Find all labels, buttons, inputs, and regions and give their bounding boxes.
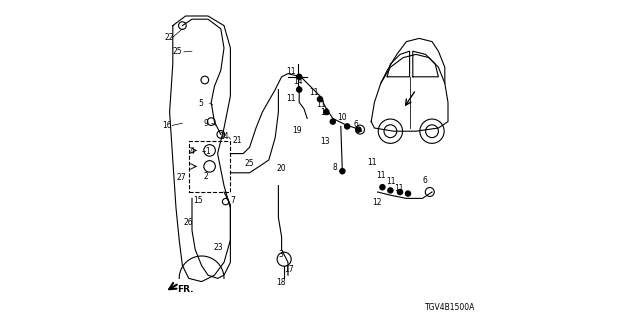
Text: 25: 25 — [173, 47, 182, 56]
Text: 8: 8 — [333, 163, 338, 172]
Text: 12: 12 — [372, 198, 381, 207]
Circle shape — [388, 188, 393, 193]
Text: 25: 25 — [244, 159, 254, 168]
Text: 1: 1 — [205, 147, 211, 156]
Text: 17: 17 — [284, 265, 294, 274]
Text: 24: 24 — [220, 132, 230, 141]
Text: 11: 11 — [377, 171, 386, 180]
Text: TGV4B1500A: TGV4B1500A — [425, 303, 475, 312]
Text: 22: 22 — [164, 33, 173, 42]
Circle shape — [340, 169, 345, 174]
Text: 11: 11 — [387, 177, 396, 186]
Text: 20: 20 — [276, 164, 286, 172]
Circle shape — [330, 119, 335, 124]
Circle shape — [297, 87, 302, 92]
Circle shape — [297, 74, 302, 79]
Text: 11: 11 — [395, 184, 404, 193]
Text: 16: 16 — [162, 121, 172, 130]
Text: 13: 13 — [320, 137, 330, 146]
Text: 21: 21 — [232, 136, 241, 145]
Circle shape — [324, 109, 329, 115]
Text: 5: 5 — [198, 99, 204, 108]
Text: 27: 27 — [177, 173, 187, 182]
Text: 9: 9 — [203, 119, 208, 128]
Text: 11: 11 — [321, 108, 330, 117]
Text: FR.: FR. — [178, 285, 194, 294]
Text: 11: 11 — [286, 94, 295, 103]
Text: 3: 3 — [278, 250, 284, 259]
Text: 26: 26 — [183, 218, 193, 227]
Text: 11: 11 — [286, 67, 295, 76]
Circle shape — [406, 191, 411, 196]
Text: 11: 11 — [316, 100, 325, 109]
Text: 2: 2 — [203, 172, 208, 181]
Circle shape — [344, 124, 349, 129]
Text: 4: 4 — [189, 147, 195, 156]
Text: 14: 14 — [293, 77, 303, 86]
Circle shape — [317, 97, 323, 102]
Text: 23: 23 — [213, 244, 223, 252]
Text: 11: 11 — [309, 88, 318, 97]
Text: 6: 6 — [353, 120, 358, 129]
Text: 11: 11 — [367, 158, 376, 167]
Text: 19: 19 — [292, 126, 302, 135]
Text: 18: 18 — [276, 278, 285, 287]
Text: 7: 7 — [230, 196, 236, 205]
Circle shape — [380, 185, 385, 190]
Text: 15: 15 — [193, 196, 203, 204]
Circle shape — [356, 127, 361, 132]
Text: 6: 6 — [422, 176, 428, 185]
Circle shape — [397, 189, 403, 195]
Text: 10: 10 — [337, 113, 347, 122]
